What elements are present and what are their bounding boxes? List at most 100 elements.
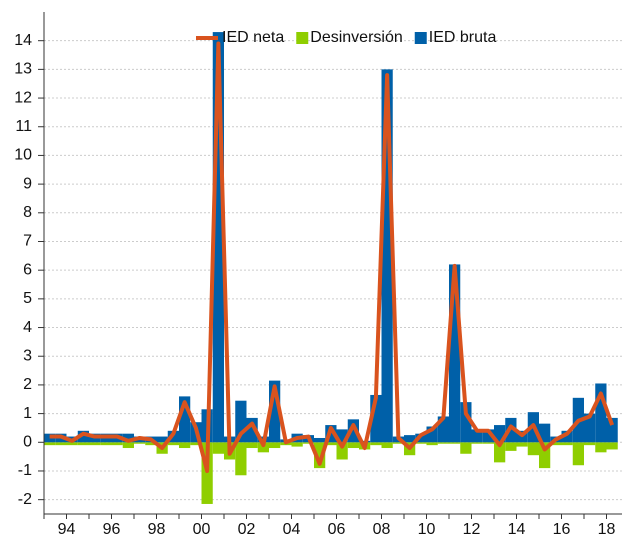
bar	[347, 419, 359, 443]
bar	[201, 442, 213, 504]
y-tick-label: 14	[14, 32, 32, 49]
bar	[235, 400, 247, 443]
x-tick-label: 00	[193, 521, 211, 538]
legend-label: Desinversión	[310, 29, 402, 46]
bar	[100, 442, 112, 446]
bar	[471, 442, 483, 444]
bar	[370, 442, 382, 446]
bar	[77, 430, 89, 443]
bar	[584, 442, 596, 446]
bar	[111, 442, 123, 446]
bar	[584, 413, 596, 443]
y-tick-label: 5	[23, 290, 32, 307]
y-tick-label: 11	[15, 118, 32, 135]
bar	[212, 32, 224, 443]
legend-label: IED bruta	[429, 29, 497, 46]
bar	[336, 442, 348, 460]
y-tick-label: 0	[23, 434, 32, 451]
bar	[381, 442, 393, 449]
bar	[257, 442, 269, 453]
bar	[561, 442, 573, 446]
y-tick-label: 12	[14, 89, 32, 106]
bar	[179, 442, 191, 449]
bar	[606, 442, 618, 450]
bar	[336, 429, 348, 443]
bar	[167, 442, 179, 446]
bar	[381, 69, 393, 443]
bar	[482, 429, 494, 443]
bar	[89, 442, 101, 446]
bar	[550, 442, 562, 446]
bar	[449, 442, 461, 444]
bar	[539, 442, 551, 469]
bar	[179, 396, 191, 443]
bar	[539, 423, 551, 443]
bar	[437, 416, 449, 443]
bar	[460, 402, 472, 443]
y-tick-label: 2	[23, 376, 32, 393]
bar	[269, 380, 281, 443]
bar	[516, 442, 528, 447]
y-tick-label: 8	[23, 204, 32, 221]
x-tick-label: 06	[328, 521, 346, 538]
bar	[77, 442, 89, 446]
x-tick-label: 12	[463, 521, 481, 538]
y-tick-label: -2	[18, 491, 32, 508]
bar	[527, 442, 539, 456]
bar	[246, 417, 258, 443]
bar	[302, 442, 314, 444]
bar	[460, 442, 472, 454]
bar	[55, 442, 67, 446]
bar	[426, 426, 438, 443]
bar	[325, 442, 337, 446]
x-tick-label: 10	[418, 521, 436, 538]
y-tick-label: 4	[23, 319, 32, 336]
bar	[449, 264, 461, 443]
bar	[190, 442, 202, 446]
legend-swatch	[414, 32, 427, 44]
bar	[134, 442, 146, 444]
x-tick-label: 02	[238, 521, 256, 538]
bar	[44, 433, 56, 443]
bar	[482, 442, 494, 444]
y-tick-label: 9	[23, 175, 32, 192]
y-tick-label: 13	[14, 61, 32, 78]
x-tick-label: 98	[148, 521, 166, 538]
x-tick-label: 14	[508, 521, 526, 538]
bar	[595, 383, 607, 443]
bar	[561, 430, 573, 443]
x-tick-label: 18	[598, 521, 616, 538]
bar	[235, 442, 247, 476]
bar	[269, 442, 281, 449]
bar	[572, 442, 584, 466]
bar	[212, 442, 224, 454]
bar	[392, 442, 404, 444]
bar	[471, 429, 483, 443]
bar	[314, 437, 326, 443]
y-tick-label: 3	[23, 347, 32, 364]
x-tick-label: 96	[103, 521, 121, 538]
y-tick-label: 6	[23, 261, 32, 278]
legend-swatch	[296, 32, 309, 44]
x-tick-label: 94	[58, 521, 76, 538]
bar	[415, 442, 427, 444]
bar	[606, 417, 618, 443]
bar	[246, 442, 258, 449]
y-tick-label: -1	[18, 462, 32, 479]
bar	[505, 442, 517, 451]
bar	[347, 442, 359, 449]
bar	[145, 442, 157, 446]
y-tick-label: 1	[23, 405, 32, 422]
bar	[66, 442, 78, 446]
x-tick-label: 04	[283, 521, 301, 538]
bar	[122, 433, 134, 443]
bar	[370, 394, 382, 443]
bar	[44, 442, 56, 446]
bar	[404, 435, 416, 443]
bar	[494, 442, 506, 463]
legend-label: IED neta	[222, 29, 284, 46]
bar	[437, 442, 449, 444]
x-tick-label: 16	[553, 521, 571, 538]
bar	[595, 442, 607, 453]
